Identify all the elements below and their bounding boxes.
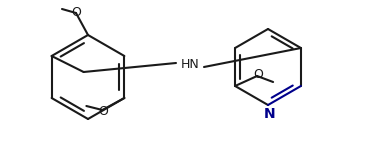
Text: N: N xyxy=(264,107,276,121)
Text: HN: HN xyxy=(181,58,199,71)
Text: O: O xyxy=(253,69,263,82)
Text: O: O xyxy=(71,5,81,18)
Text: O: O xyxy=(98,104,108,117)
